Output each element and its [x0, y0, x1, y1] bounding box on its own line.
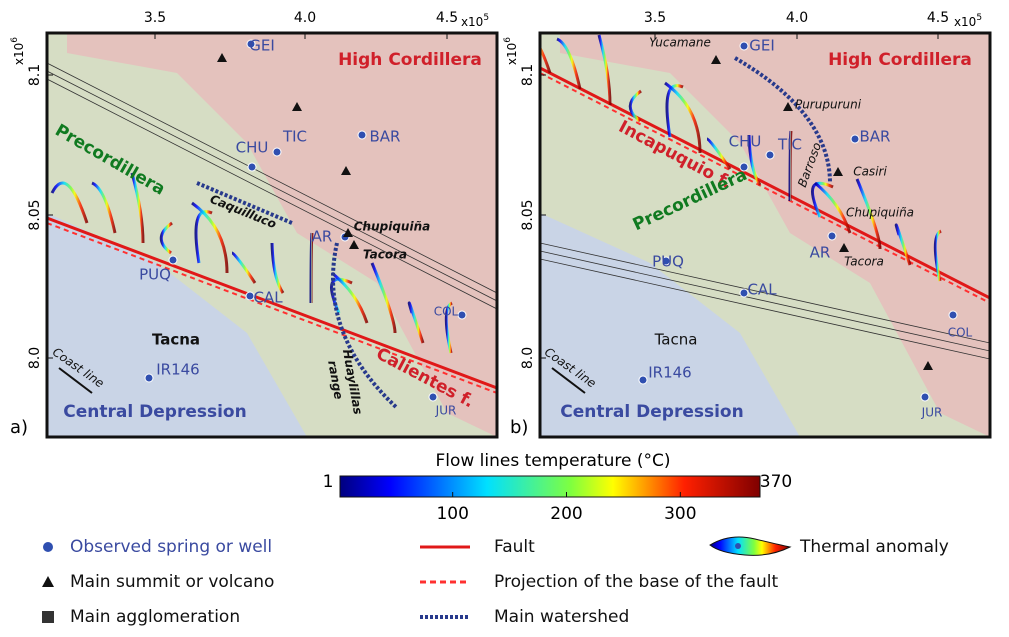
spring-marker	[921, 393, 929, 401]
legend-symbol	[735, 543, 741, 549]
spring-marker	[740, 42, 748, 50]
x-tick-label: 3.5	[644, 10, 666, 26]
place-label: JUR	[921, 406, 943, 420]
place-label: GEI	[249, 37, 275, 55]
scale-exp: 6	[503, 37, 513, 43]
spring-marker	[851, 135, 859, 143]
place-label: CHU	[729, 133, 762, 151]
x-tick-label: 4.0	[294, 10, 316, 26]
scale-base: x10	[505, 43, 519, 65]
legend-symbol	[42, 611, 54, 623]
place-label: Yucamane	[649, 36, 711, 50]
legend-symbol	[710, 537, 790, 555]
scale-exp: 5	[976, 13, 982, 23]
place-label: BAR	[860, 128, 891, 146]
spring-marker	[248, 163, 256, 171]
place-label: CHU	[236, 139, 269, 157]
legend-symbol	[43, 542, 53, 552]
x-tick-label: 4.0	[786, 10, 808, 26]
panel-label: a)	[10, 417, 28, 438]
spring-marker	[458, 311, 466, 319]
x-tick-label: 4.5	[436, 10, 458, 26]
spring-marker	[273, 148, 281, 156]
legend-label: Thermal anomaly	[799, 537, 949, 557]
place-label: Purupuruni	[795, 98, 862, 112]
map-body: Yucamane GEI High Cordillera Purupuruni CHU T…	[515, 33, 990, 437]
spring-marker	[766, 151, 774, 159]
place-label: High Cordillera	[338, 50, 482, 70]
scale-base: x10	[461, 15, 483, 29]
place-label: High Cordillera	[828, 50, 972, 70]
place-label: AR	[312, 228, 333, 246]
scale-exp: 6	[10, 37, 20, 43]
colorbar-tick-label: 100	[436, 504, 468, 524]
place-label: CAL	[253, 289, 283, 307]
map-panel: GEIHigh CordilleraCHUTICBARPrecordillera…	[10, 10, 498, 438]
x-tick-label: 3.5	[144, 10, 166, 26]
place-label: IR146	[156, 361, 199, 379]
place-label: COL	[434, 305, 459, 319]
colorbar-tick-label: 300	[664, 504, 696, 524]
place-label: Chupiquiña	[846, 206, 914, 220]
spring-marker	[828, 232, 836, 240]
place-label: COL	[948, 326, 973, 340]
y-tick-label: 8.1	[27, 64, 43, 86]
legend-label: Main agglomeration	[70, 607, 240, 627]
colorbar-min: 1	[323, 472, 334, 492]
place-label: Central Depression	[63, 402, 246, 422]
place-label: Casiri	[853, 165, 887, 179]
place-label: Central Depression	[560, 402, 743, 422]
legend-label: Projection of the base of the fault	[494, 572, 778, 592]
y-tick-label: 8.05	[27, 199, 43, 230]
place-label: TIC	[777, 136, 802, 154]
x-scale-label: x105	[954, 13, 982, 29]
x-tick-label: 4.5	[927, 10, 949, 26]
legend-label: Observed spring or well	[70, 537, 272, 557]
place-label: Tacora	[844, 255, 884, 269]
y-tick-label: 8.0	[520, 347, 536, 369]
legend-label: Main summit or volcano	[70, 572, 274, 592]
legend-symbol	[42, 576, 54, 587]
spring-marker	[949, 311, 957, 319]
colorbar-title: Flow lines temperature (°C)	[435, 451, 670, 471]
place-label: PUQ	[652, 253, 684, 271]
colorbar-tick-label: 200	[550, 504, 582, 524]
scale-base: x10	[954, 15, 976, 29]
scale-base: x10	[12, 43, 26, 65]
panel-label: b)	[510, 417, 528, 438]
place-label: Tacora	[363, 248, 407, 262]
figure: GEIHigh CordilleraCHUTICBARPrecordillera…	[0, 0, 1009, 633]
scale-exp: 5	[483, 13, 489, 23]
spring-marker	[358, 131, 366, 139]
colorbar	[340, 476, 760, 497]
place-label: IR146	[648, 364, 691, 382]
place-label: JUR	[435, 404, 457, 418]
x-scale-label: x105	[461, 13, 489, 29]
place-label: PUQ	[139, 266, 171, 284]
spring-marker	[145, 374, 153, 382]
place-label: TIC	[282, 128, 307, 146]
place-label: Tacna	[654, 331, 698, 349]
y-tick-label: 8.0	[27, 347, 43, 369]
y-tick-label: 8.05	[520, 199, 536, 230]
place-label: BAR	[370, 128, 401, 146]
y-scale-label: x106	[503, 37, 519, 65]
place-label: Chupiquiña	[354, 220, 430, 234]
place-label: GEI	[749, 37, 775, 55]
legend-label: Fault	[494, 537, 535, 557]
y-tick-label: 8.1	[520, 64, 536, 86]
place-label: CAL	[747, 281, 777, 299]
spring-marker	[639, 376, 647, 384]
place-label: Tacna	[152, 331, 200, 349]
place-label: AR	[810, 244, 831, 262]
y-scale-label: x106	[10, 37, 26, 65]
map-panel: Yucamane GEI High Cordillera Purupuruni CHU T…	[503, 10, 991, 438]
spring-marker	[169, 256, 177, 264]
legend-label: Main watershed	[494, 607, 629, 627]
colorbar-max: 370	[760, 472, 792, 492]
